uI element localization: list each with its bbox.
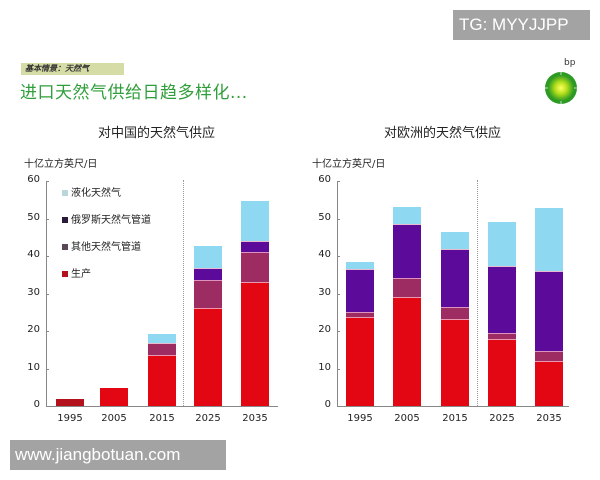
bar-segment-production [148,355,176,406]
x-axis-europe [337,406,569,407]
y-axis-unit-china: 十亿立方英尺/日 [24,159,98,170]
y-tick-mark [46,218,49,220]
y-tick-mark [46,181,49,182]
legend-item-russia: 俄罗斯天然气管道 [62,211,151,226]
bar-segment-production [100,387,128,406]
x-tick-label: 1995 [347,413,373,424]
legend-swatch-production [62,271,68,277]
bp-helios-logo-icon [544,71,578,105]
bar-segment-russia [441,250,469,309]
legend-item-other: 其他天然气管道 [62,238,141,253]
bar-segment-lng [393,206,421,225]
y-tick-label: 50 [318,211,331,223]
bar-segment-production [194,308,222,406]
y-tick-label: 20 [318,324,331,335]
y-tick-label: 10 [318,361,331,373]
chart-title-europe: 对欧洲的天然气供应 [384,126,502,141]
y-tick-label: 60 [318,174,331,185]
bar-segment-production [56,399,84,406]
y-tick-mark [46,406,49,407]
y-tick-mark [337,406,340,407]
bar-segment-production [241,283,269,406]
y-tick-mark [337,256,340,257]
y-tick-mark [337,368,340,370]
y-axis-unit-europe: 十亿立方英尺/日 [312,159,386,170]
y-tick-mark [46,331,49,332]
y-tick-label: 30 [27,286,40,298]
bar-segment-production [393,298,421,406]
watermark-top: TG: MYYJJPP [453,10,590,40]
y-tick-mark [337,293,340,295]
projection-divider-europe [477,180,478,406]
y-tick-label: 30 [318,286,331,298]
bar-segment-other [148,343,176,356]
legend-swatch-lng [62,190,68,196]
projection-divider-china [183,180,184,406]
x-tick-label: 2015 [149,413,175,424]
legend-label-other: 其他天然气管道 [71,242,141,253]
page-headline: 进口天然气供给日趋多样化... [20,83,248,103]
legend-item-lng: 液化天然气 [62,184,121,199]
chart-title-china: 对中国的天然气供应 [98,126,216,141]
bar-segment-russia [241,242,269,253]
y-tick-label: 0 [324,399,331,410]
y-tick-mark [46,256,49,257]
bar-segment-lng [441,232,469,250]
x-axis-china [46,406,278,407]
x-tick-label: 2005 [101,413,127,424]
y-tick-mark [46,293,49,295]
bar-segment-lng [488,222,516,268]
x-tick-label: 2035 [242,413,268,424]
legend-label-production: 生产 [71,269,91,280]
bar-segment-lng [194,245,222,270]
legend-label-russia: 俄罗斯天然气管道 [71,215,151,226]
x-tick-label: 2025 [489,413,515,424]
y-tick-label: 20 [27,324,40,335]
x-tick-label: 2005 [394,413,420,424]
bar-segment-production [535,362,563,406]
bar-segment-russia [393,224,421,279]
y-tick-label: 40 [318,249,331,260]
legend-item-production: 生产 [62,265,91,280]
legend-label-lng: 液化天然气 [71,188,121,199]
bar-segment-other [441,308,469,321]
y-tick-label: 50 [27,211,40,223]
x-tick-label: 2015 [442,413,468,424]
bar-segment-lng [148,334,176,344]
bar-segment-lng [241,200,269,243]
bar-segment-other [393,278,421,298]
y-tick-label: 10 [27,361,40,373]
bar-segment-russia [346,269,374,313]
bar-segment-production [441,320,469,406]
y-tick-label: 40 [27,249,40,260]
y-tick-label: 0 [33,399,40,410]
bar-segment-other [488,334,516,340]
scenario-tag: 基本情景：天然气 [21,63,124,75]
bar-segment-russia [535,272,563,352]
bp-logo-text: bp [564,58,576,68]
y-tick-mark [46,368,49,370]
legend-swatch-other [62,244,68,250]
bar-segment-other [346,313,374,318]
bar-segment-russia [194,269,222,282]
y-tick-mark [337,181,340,182]
y-tick-label: 60 [27,174,40,185]
bar-segment-production [488,340,516,406]
x-tick-label: 2035 [536,413,562,424]
y-tick-mark [337,331,340,332]
x-tick-label: 1995 [57,413,83,424]
bar-segment-production [346,317,374,406]
bar-segment-lng [535,208,563,273]
bar-segment-other [535,352,563,363]
legend-swatch-russia [62,217,68,223]
bar-segment-russia [488,267,516,334]
bar-segment-lng [346,261,374,270]
y-tick-mark [337,218,340,220]
bar-segment-other [241,253,269,283]
watermark-bottom: www.jiangbotuan.com [10,440,226,470]
bar-segment-other [194,281,222,309]
x-tick-label: 2025 [195,413,221,424]
